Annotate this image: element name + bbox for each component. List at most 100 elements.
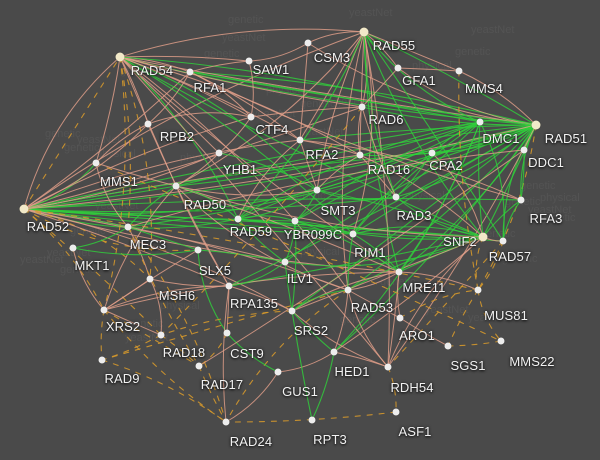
edge-physical — [95, 162, 129, 228]
edge-physical — [95, 162, 177, 187]
edge-physical — [23, 71, 191, 210]
graph-node-rad6[interactable] — [358, 103, 366, 111]
edge-coexpression — [175, 121, 481, 187]
edge-physical — [72, 247, 105, 311]
graph-node-rfa2[interactable] — [296, 136, 304, 144]
edge-physical — [277, 351, 335, 373]
graph-node-rad3[interactable] — [392, 193, 400, 201]
edge-physical — [175, 31, 365, 187]
graph-node-rad51[interactable] — [531, 120, 541, 130]
graph-node-label: GFA1 — [402, 73, 436, 88]
edge-genetic — [387, 240, 504, 368]
graph-node-snf2[interactable] — [478, 232, 488, 242]
graph-node-rfa1[interactable] — [186, 68, 194, 76]
edge-coexpression — [316, 189, 484, 238]
graph-node-rad18[interactable] — [157, 331, 165, 339]
graph-node-rad50[interactable] — [172, 182, 180, 190]
graph-node-mre11[interactable] — [395, 268, 403, 276]
graph-node-hed1[interactable] — [330, 348, 338, 356]
graph-node-ybr099c[interactable] — [291, 217, 299, 225]
graph-node-mec3[interactable] — [124, 223, 132, 231]
graph-node-label: RPB2 — [159, 129, 195, 144]
graph-node-csm3[interactable] — [304, 39, 312, 47]
graph-node-rad17[interactable] — [195, 362, 203, 370]
edge-coexpression — [311, 351, 335, 421]
graph-node-cpa2[interactable] — [428, 149, 436, 157]
graph-node-rim1[interactable] — [349, 230, 357, 238]
edge-physical — [23, 106, 363, 210]
edge-physical — [149, 278, 230, 287]
graph-node-label: RAD51 — [544, 131, 588, 146]
graph-node-rad24[interactable] — [222, 418, 230, 426]
graph-node-ctf4[interactable] — [247, 113, 255, 121]
graph-node-label: MEC3 — [129, 237, 167, 252]
graph-node-yhb1[interactable] — [215, 149, 223, 157]
graph-node-rad16[interactable] — [356, 151, 364, 159]
edge-coexpression — [363, 31, 484, 238]
graph-node-rdh54[interactable] — [384, 363, 392, 371]
graph-node-label: RIM1 — [354, 245, 386, 260]
edge-coexpression — [228, 261, 286, 287]
graph-node-ddc1[interactable] — [520, 146, 528, 154]
graph-node-mms1[interactable] — [92, 159, 100, 167]
graph-node-gfa1[interactable] — [394, 64, 402, 72]
graph-node-label: RAD53 — [350, 300, 394, 315]
edge-coexpression — [127, 185, 177, 228]
edge-physical — [347, 289, 401, 319]
graph-node-gus1[interactable] — [274, 368, 282, 376]
graph-node-rad53[interactable] — [344, 286, 352, 294]
graph-node-rfa3[interactable] — [517, 196, 525, 204]
graph-node-rad59[interactable] — [234, 215, 242, 223]
graph-node-slx5[interactable] — [194, 246, 202, 254]
edge-physical — [359, 31, 365, 156]
graph-node-msh6[interactable] — [146, 275, 154, 283]
graph-node-label: SAW1 — [252, 62, 290, 77]
graph-node-dmc1[interactable] — [476, 118, 484, 126]
graph-node-rpa135[interactable] — [225, 282, 233, 290]
graph-node-saw1[interactable] — [245, 57, 253, 65]
edge-physical — [119, 55, 250, 62]
graph-node-mus81[interactable] — [474, 286, 482, 294]
edge-physical — [175, 152, 220, 187]
edge-coexpression — [119, 56, 318, 191]
graph-node-srs2[interactable] — [288, 307, 296, 315]
graph-node-mms22[interactable] — [497, 337, 505, 345]
edge-physical — [291, 271, 400, 312]
graph-node-ilv1[interactable] — [281, 258, 289, 266]
graph-node-cst9[interactable] — [223, 329, 231, 337]
edge-genetic — [160, 106, 363, 336]
edge-physical — [189, 60, 250, 73]
graph-node-rad54[interactable] — [115, 52, 125, 62]
graph-node-label: SRS2 — [293, 323, 329, 338]
graph-node-rpt3[interactable] — [308, 416, 316, 424]
graph-node-asf1[interactable] — [392, 408, 400, 416]
graph-node-aro1[interactable] — [396, 314, 404, 322]
edge-physical — [119, 56, 301, 141]
edge-coexpression — [361, 106, 537, 126]
edge-coexpression — [299, 124, 537, 141]
graph-node-sgs1[interactable] — [444, 342, 452, 350]
edge-coexpression — [119, 56, 354, 235]
graph-node-rad9[interactable] — [98, 356, 106, 364]
graph-node-label: RAD16 — [367, 162, 411, 177]
edge-coexpression — [237, 215, 296, 222]
graph-node-xrs2[interactable] — [100, 306, 108, 314]
graph-node-rpb2[interactable] — [144, 120, 152, 128]
graph-node-mkt1[interactable] — [69, 244, 77, 252]
edge-physical — [387, 124, 537, 368]
edge-genetic — [387, 366, 397, 413]
edge-coexpression — [175, 124, 537, 187]
edge-genetic — [100, 309, 105, 361]
edge-coexpression — [291, 310, 313, 421]
edge-coexpression — [395, 152, 433, 198]
graph-node-smt3[interactable] — [313, 186, 321, 194]
graph-node-rad52[interactable] — [19, 204, 29, 214]
graph-node-label: RAD18 — [162, 345, 206, 360]
graph-node-rad55[interactable] — [359, 27, 369, 37]
edge-coexpression — [284, 124, 537, 263]
graph-node-mms4[interactable] — [455, 67, 463, 75]
graph-node-label: SLX5 — [198, 263, 232, 278]
graph-node-rad57[interactable] — [499, 237, 507, 245]
